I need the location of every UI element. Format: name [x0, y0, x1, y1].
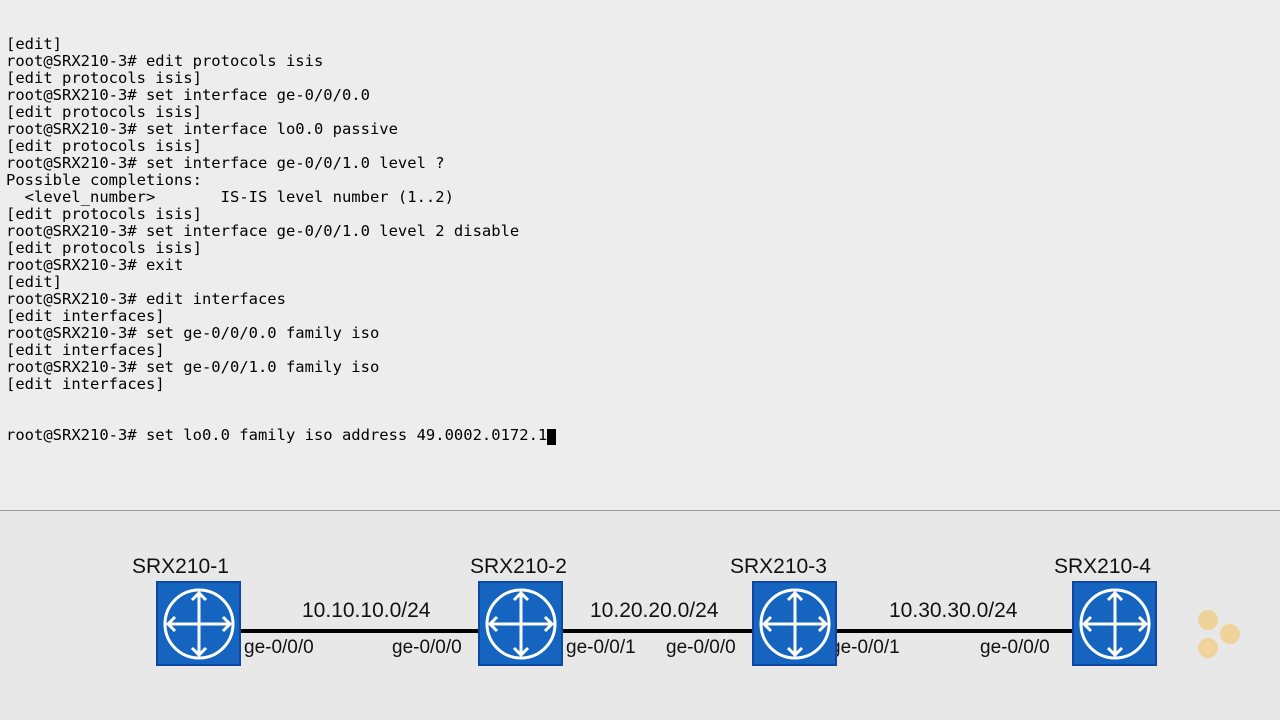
watermark-dots — [1190, 610, 1250, 670]
interface-label-left: ge-0/0/1 — [566, 637, 636, 659]
terminal-line: root@SRX210-3# exit — [6, 257, 1274, 274]
terminal-line: [edit protocols isis] — [6, 138, 1274, 155]
router-label: SRX210-4 — [1054, 555, 1151, 579]
terminal-line: [edit protocols isis] — [6, 206, 1274, 223]
router-icon — [156, 581, 241, 666]
terminal-line: root@SRX210-3# set interface ge-0/0/0.0 — [6, 87, 1274, 104]
network-subnet-label: 10.30.30.0/24 — [889, 599, 1017, 623]
terminal-line: root@SRX210-3# edit protocols isis — [6, 53, 1274, 70]
terminal-line: root@SRX210-3# set interface lo0.0 passi… — [6, 121, 1274, 138]
terminal-line: <level_number> IS-IS level number (1..2) — [6, 189, 1274, 206]
terminal-output[interactable]: [edit]root@SRX210-3# edit protocols isis… — [0, 0, 1280, 511]
terminal-line: [edit protocols isis] — [6, 104, 1274, 121]
router-icon — [1072, 581, 1157, 666]
terminal-line: root@SRX210-3# edit interfaces — [6, 291, 1274, 308]
network-link — [563, 629, 752, 633]
terminal-line: [edit] — [6, 274, 1274, 291]
terminal-current-line: root@SRX210-3# set lo0.0 family iso addr… — [6, 426, 547, 444]
router-icon — [478, 581, 563, 666]
router-label: SRX210-2 — [470, 555, 567, 579]
interface-label-right: ge-0/0/0 — [980, 637, 1050, 659]
terminal-line: root@SRX210-3# set ge-0/0/1.0 family iso — [6, 359, 1274, 376]
network-link — [837, 629, 1072, 633]
network-subnet-label: 10.10.10.0/24 — [302, 599, 430, 623]
network-subnet-label: 10.20.20.0/24 — [590, 599, 718, 623]
interface-label-left: ge-0/0/1 — [830, 637, 900, 659]
terminal-line: [edit] — [6, 36, 1274, 53]
terminal-line: [edit protocols isis] — [6, 70, 1274, 87]
router-icon — [752, 581, 837, 666]
terminal-line: root@SRX210-3# set interface ge-0/0/1.0 … — [6, 155, 1274, 172]
terminal-cursor — [547, 429, 556, 445]
interface-label-left: ge-0/0/0 — [244, 637, 314, 659]
terminal-line: Possible completions: — [6, 172, 1274, 189]
terminal-line: root@SRX210-3# set interface ge-0/0/1.0 … — [6, 223, 1274, 240]
network-diagram: 10.10.10.0/24 ge-0/0/0 ge-0/0/0 10.20.20.0/… — [0, 511, 1280, 720]
terminal-line: [edit interfaces] — [6, 342, 1274, 359]
network-link — [241, 629, 478, 633]
router-label: SRX210-1 — [132, 555, 229, 579]
router-label: SRX210-3 — [730, 555, 827, 579]
interface-label-right: ge-0/0/0 — [666, 637, 736, 659]
terminal-line: root@SRX210-3# set ge-0/0/0.0 family iso — [6, 325, 1274, 342]
interface-label-right: ge-0/0/0 — [392, 637, 462, 659]
terminal-line: [edit interfaces] — [6, 308, 1274, 325]
terminal-line: [edit interfaces] — [6, 376, 1274, 393]
terminal-line: [edit protocols isis] — [6, 240, 1274, 257]
